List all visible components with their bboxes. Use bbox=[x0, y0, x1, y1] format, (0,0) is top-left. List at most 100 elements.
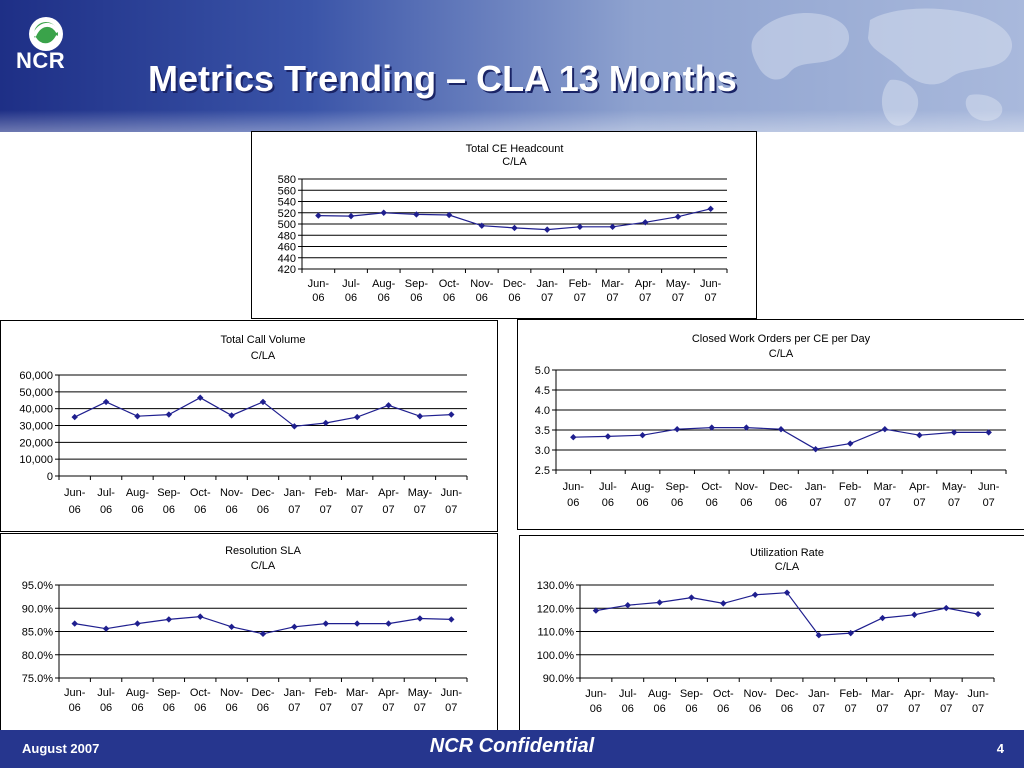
x-tick-label: 07 bbox=[809, 497, 821, 509]
x-tick-label: Mar- bbox=[346, 687, 369, 699]
x-tick-label: Apr- bbox=[904, 688, 925, 700]
x-tick-label: Oct- bbox=[190, 687, 211, 699]
y-tick-label: 580 bbox=[278, 174, 296, 186]
chart-panel-closed-work-orders: Closed Work Orders per CE per Day C/LA 5.0… bbox=[517, 319, 1024, 530]
x-tick-label: Apr- bbox=[909, 481, 930, 493]
y-tick-label: 90.0% bbox=[543, 673, 574, 685]
x-tick-label: Jun- bbox=[64, 687, 86, 699]
data-point bbox=[674, 213, 682, 220]
data-point bbox=[812, 446, 819, 453]
chart-subtitle: C/LA bbox=[769, 348, 794, 360]
series-line bbox=[595, 592, 979, 636]
x-tick-label: Jun- bbox=[563, 481, 585, 493]
data-point bbox=[197, 613, 204, 620]
x-tick-label: Nov- bbox=[220, 687, 244, 699]
data-point bbox=[353, 413, 361, 421]
resolution-sla-chart: Resolution SLA C/LA 95.0% 90.0% 85.0% 80.0% 75… bbox=[22, 545, 468, 714]
x-tick-label: 06 bbox=[671, 497, 683, 509]
x-tick-label: 06 bbox=[567, 497, 579, 509]
call-volume-chart: Total Call Volume C/LA 60,000 50,000 40,000 3… bbox=[19, 334, 468, 516]
x-tick-label: Aug- bbox=[126, 687, 150, 699]
x-tick-label: 07 bbox=[351, 504, 363, 516]
x-tick-label: Mar- bbox=[346, 487, 369, 499]
x-tick-label: Jun- bbox=[308, 278, 330, 290]
x-tick-label: Dec- bbox=[775, 688, 799, 700]
data-point bbox=[576, 223, 584, 231]
data-point bbox=[642, 219, 649, 226]
chart-title: Closed Work Orders per CE per Day bbox=[692, 333, 871, 345]
x-tick-label: 06 bbox=[636, 497, 648, 509]
x-tick-label: 06 bbox=[508, 292, 520, 304]
x-tick-label: 06 bbox=[775, 497, 787, 509]
x-tick-label: Nov- bbox=[220, 487, 244, 499]
x-tick-label: 06 bbox=[257, 702, 269, 714]
x-tick-label: 06 bbox=[225, 702, 237, 714]
x-tick-label: May- bbox=[408, 487, 433, 499]
x-tick-label: Oct- bbox=[701, 481, 722, 493]
x-tick-label: Jun- bbox=[700, 278, 722, 290]
chart-panel-headcount: Total CE Headcount C/LA 580 560 540 520 500 480… bbox=[251, 131, 757, 319]
x-tick-label: May- bbox=[942, 481, 967, 493]
x-tick-label: Oct- bbox=[439, 278, 460, 290]
data-point bbox=[197, 394, 204, 401]
x-tick-label: 06 bbox=[602, 497, 614, 509]
data-point bbox=[639, 432, 646, 439]
data-point bbox=[165, 616, 173, 623]
x-tick-label: 07 bbox=[320, 702, 332, 714]
y-tick-label: 75.0% bbox=[22, 673, 53, 685]
ncr-logo-icon bbox=[29, 17, 63, 51]
data-point bbox=[385, 620, 392, 627]
data-point bbox=[478, 222, 486, 229]
x-tick-label: Jun- bbox=[64, 487, 86, 499]
x-tick-label: Sep- bbox=[157, 687, 181, 699]
data-point bbox=[511, 224, 518, 232]
y-tick-label: 90.0% bbox=[22, 603, 53, 615]
y-tick-label: 460 bbox=[278, 242, 296, 254]
x-tick-label: 06 bbox=[225, 504, 237, 516]
x-tick-label: 06 bbox=[590, 703, 602, 715]
x-tick-label: 07 bbox=[879, 497, 891, 509]
chart-panel-call-volume: Total Call Volume C/LA 60,000 50,000 40,000 3… bbox=[0, 320, 498, 532]
x-tick-label: 06 bbox=[378, 292, 390, 304]
chart-panel-utilization: Utilization Rate C/LA 130.0% 120.0% 110.0% 10… bbox=[519, 535, 1024, 731]
chart-subtitle: C/LA bbox=[502, 156, 527, 168]
data-point bbox=[777, 426, 785, 433]
y-tick-label: 560 bbox=[278, 185, 296, 197]
x-tick-label: Jun- bbox=[585, 688, 607, 700]
footer-date: August 2007 bbox=[22, 741, 100, 756]
y-tick-label: 40,000 bbox=[19, 404, 53, 416]
data-point bbox=[71, 413, 78, 421]
data-point bbox=[71, 620, 78, 627]
y-tick-label: 5.0 bbox=[535, 365, 550, 377]
x-tick-label: 07 bbox=[972, 703, 984, 715]
x-tick-label: Mar- bbox=[601, 278, 624, 290]
x-tick-label: 07 bbox=[445, 702, 457, 714]
x-tick-label: 06 bbox=[163, 504, 175, 516]
x-tick-label: Jun- bbox=[441, 687, 463, 699]
y-tick-label: 50,000 bbox=[19, 387, 53, 399]
x-tick-label: Apr- bbox=[635, 278, 656, 290]
x-tick-label: Jan- bbox=[284, 687, 306, 699]
x-tick-label: 06 bbox=[194, 702, 206, 714]
x-tick-label: 06 bbox=[345, 292, 357, 304]
x-tick-label: 07 bbox=[639, 292, 651, 304]
x-tick-label: 06 bbox=[685, 703, 697, 715]
x-tick-label: 06 bbox=[653, 703, 665, 715]
data-point bbox=[688, 594, 695, 601]
data-point bbox=[881, 426, 889, 433]
x-tick-label: 07 bbox=[672, 292, 684, 304]
y-tick-label: 80.0% bbox=[22, 650, 53, 662]
x-tick-label: 06 bbox=[69, 504, 81, 516]
data-point bbox=[673, 426, 681, 433]
x-tick-label: 07 bbox=[574, 292, 586, 304]
x-tick-label: 06 bbox=[740, 497, 752, 509]
chart-subtitle: C/LA bbox=[251, 560, 276, 572]
data-point bbox=[347, 212, 355, 220]
closed-work-orders-chart: Closed Work Orders per CE per Day C/LA 5.0… bbox=[535, 333, 1007, 509]
data-point bbox=[847, 440, 854, 447]
x-tick-label: 06 bbox=[749, 703, 761, 715]
x-tick-label: Jul- bbox=[97, 487, 115, 499]
x-tick-label: 07 bbox=[320, 504, 332, 516]
chart-panel-resolution-sla: Resolution SLA C/LA 95.0% 90.0% 85.0% 80.0% 75… bbox=[0, 533, 498, 731]
data-point bbox=[720, 600, 727, 607]
